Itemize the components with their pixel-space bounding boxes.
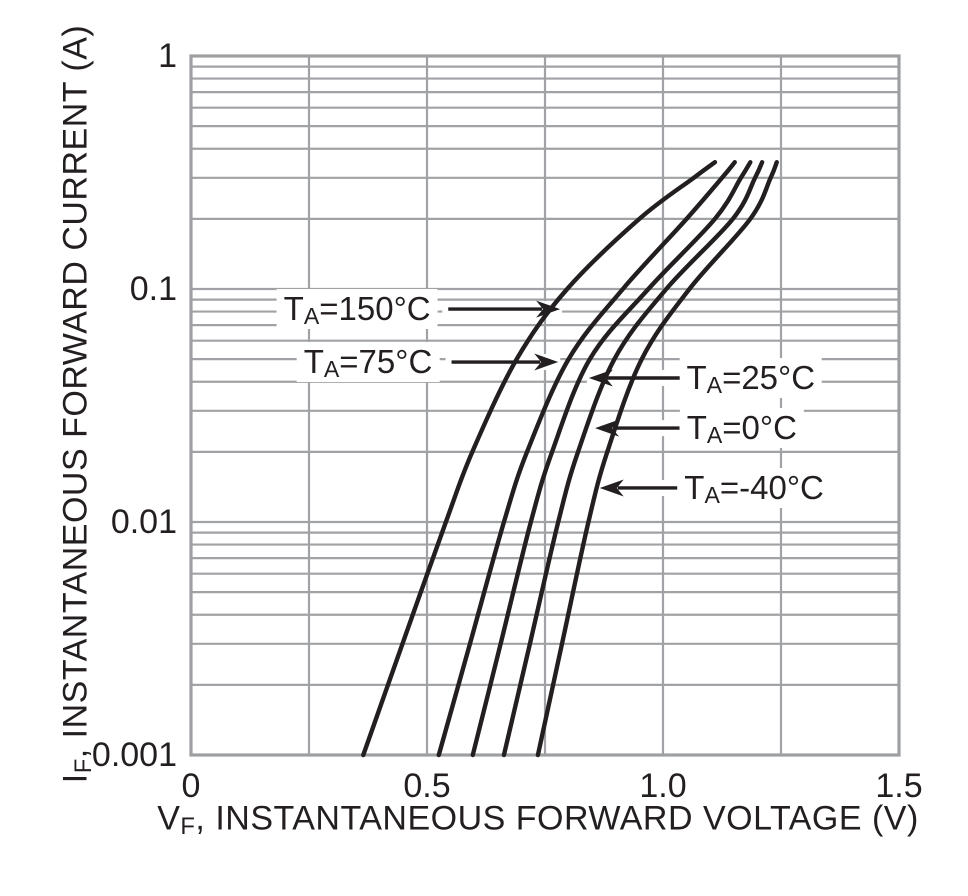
tick-labels: 0 0.5 1.0 1.5 1 0.1 0.01 0.001 [92, 37, 923, 805]
annotation-arrows [442, 300, 690, 497]
x-axis-title: VF, INSTANTANEOUS FORWARD VOLTAGE (V) [157, 800, 919, 839]
curves [361, 160, 779, 758]
y-axis-title: IF, INSTANTANEOUS FORWARD CURRENT (A) [56, 24, 97, 784]
curve-label-minus40c: TA=-40°C [677, 467, 831, 508]
x-tick-label: 1.5 [875, 767, 922, 805]
y-axis-title-symbol: I [56, 773, 95, 784]
curve-label-75c: TA=75°C [296, 342, 440, 382]
y-tick-label: 1 [158, 37, 177, 75]
arrowhead-minus40c [599, 479, 624, 497]
curve-ta--40c [535, 160, 779, 758]
x-axis-title-text: , INSTANTANEOUS FORWARD VOLTAGE (V) [195, 799, 919, 838]
arrowhead-75c [534, 353, 559, 371]
plot-frame [189, 54, 901, 757]
curve-label-0c: TA=0°C [679, 408, 804, 449]
y-axis-title-subscript: F [69, 758, 97, 774]
y-axis-title-text: , INSTANTANEOUS FORWARD CURRENT (A) [56, 24, 95, 759]
x-tick-label: 1.0 [639, 767, 686, 805]
curve-ta-150c [361, 160, 718, 758]
x-axis-title-subscript: F [180, 812, 196, 840]
curve-ta-75c [436, 160, 737, 758]
curve-label-25c: TA=25°C [679, 357, 823, 398]
curve-ta-0c [501, 160, 765, 758]
x-tick-label: 0.5 [403, 767, 450, 805]
y-tick-label: 0.01 [111, 503, 177, 541]
y-tick-label: 0.001 [92, 736, 177, 774]
x-axis-title-symbol: V [157, 799, 181, 838]
y-tick-label: 0.1 [130, 270, 177, 308]
curve-label-150c: TA=150°C [276, 289, 438, 330]
x-tick-label: 0 [182, 767, 201, 805]
curve-ta-25c [470, 160, 753, 758]
